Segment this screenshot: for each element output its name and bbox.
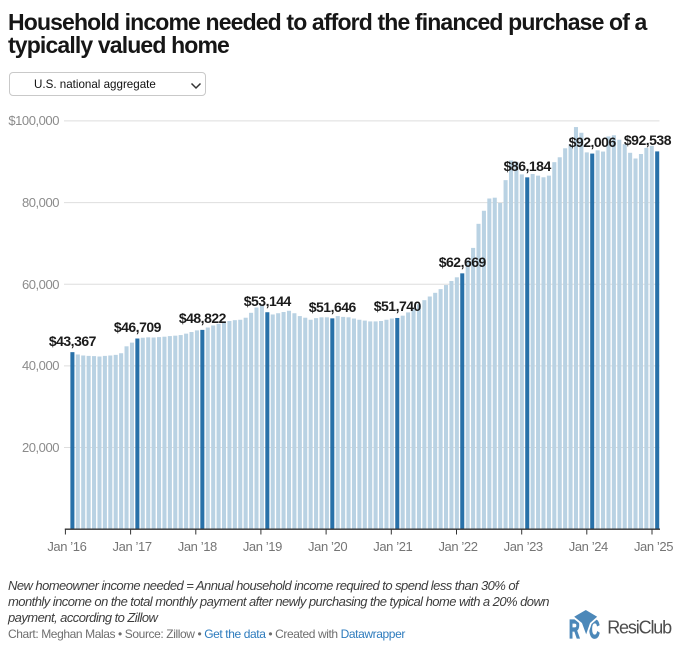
svg-text:ResiClub: ResiClub [607,618,672,638]
svg-text:R: R [569,616,580,644]
svg-text:C: C [589,616,600,644]
